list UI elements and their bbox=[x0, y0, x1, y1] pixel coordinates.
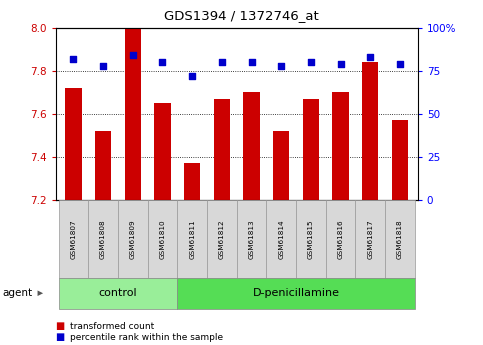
Bar bbox=[392, 120, 408, 200]
Text: percentile rank within the sample: percentile rank within the sample bbox=[70, 333, 223, 342]
Point bbox=[277, 63, 285, 68]
Point bbox=[70, 56, 77, 61]
Point bbox=[188, 73, 196, 79]
Bar bbox=[125, 28, 141, 200]
Text: GDS1394 / 1372746_at: GDS1394 / 1372746_at bbox=[164, 9, 319, 22]
Text: transformed count: transformed count bbox=[70, 322, 154, 331]
Text: GSM61813: GSM61813 bbox=[249, 219, 255, 259]
Bar bbox=[273, 131, 289, 200]
Text: ■: ■ bbox=[56, 321, 65, 331]
Bar bbox=[332, 92, 349, 200]
Text: GSM61816: GSM61816 bbox=[338, 219, 343, 259]
Text: GSM61817: GSM61817 bbox=[367, 219, 373, 259]
Text: ■: ■ bbox=[56, 333, 65, 342]
Text: D-penicillamine: D-penicillamine bbox=[253, 288, 340, 298]
Point bbox=[367, 54, 374, 60]
Text: GSM61818: GSM61818 bbox=[397, 219, 403, 259]
Bar bbox=[243, 92, 260, 200]
Text: GSM61811: GSM61811 bbox=[189, 219, 195, 259]
Bar bbox=[65, 88, 82, 200]
Bar bbox=[95, 131, 111, 200]
Text: GSM61807: GSM61807 bbox=[71, 219, 76, 259]
Text: GSM61812: GSM61812 bbox=[219, 219, 225, 259]
Text: agent: agent bbox=[2, 288, 32, 298]
Text: GSM61814: GSM61814 bbox=[278, 219, 284, 259]
Text: control: control bbox=[99, 288, 137, 298]
Point bbox=[129, 52, 137, 58]
Text: GSM61809: GSM61809 bbox=[130, 219, 136, 259]
Bar bbox=[362, 62, 379, 200]
Bar bbox=[154, 103, 170, 200]
Point bbox=[99, 63, 107, 68]
Point bbox=[248, 59, 256, 65]
Point bbox=[307, 59, 315, 65]
Point bbox=[396, 61, 404, 67]
Point bbox=[337, 61, 344, 67]
Text: GSM61810: GSM61810 bbox=[159, 219, 166, 259]
Text: GSM61815: GSM61815 bbox=[308, 219, 314, 259]
Bar bbox=[303, 99, 319, 200]
Point bbox=[218, 59, 226, 65]
Bar bbox=[184, 164, 200, 200]
Point bbox=[158, 59, 166, 65]
Text: GSM61808: GSM61808 bbox=[100, 219, 106, 259]
Bar bbox=[213, 99, 230, 200]
